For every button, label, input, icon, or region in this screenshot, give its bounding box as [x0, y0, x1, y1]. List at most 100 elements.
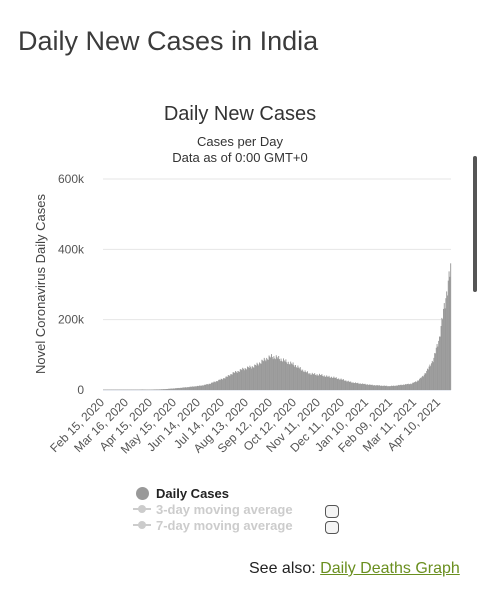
- legend-item-7-day-average[interactable]: 7-day moving average: [132, 517, 293, 533]
- daily-case-bar: [247, 366, 248, 390]
- daily-case-bar: [195, 386, 196, 390]
- daily-case-bar: [272, 359, 274, 390]
- daily-case-bar: [223, 378, 224, 390]
- daily-case-bar: [371, 384, 372, 390]
- legend-item-daily-cases[interactable]: Daily Cases: [132, 485, 293, 501]
- daily-case-bar: [254, 364, 256, 390]
- daily-case-bar: [295, 367, 297, 390]
- y-axis-title: Novel Coronavirus Daily Cases: [33, 194, 48, 374]
- daily-case-bar: [364, 383, 366, 390]
- daily-case-bar: [320, 375, 322, 390]
- daily-case-bar: [393, 385, 395, 390]
- daily-case-bar: [396, 385, 398, 390]
- daily-case-bar: [303, 372, 305, 390]
- daily-case-bar: [367, 384, 369, 390]
- daily-case-bar: [221, 378, 223, 390]
- chart-subtitle-line-1: Cases per Day: [197, 134, 283, 149]
- daily-case-bar: [376, 385, 378, 390]
- daily-case-bar: [187, 387, 189, 390]
- daily-case-bar: [289, 364, 291, 390]
- daily-case-bar: [204, 384, 206, 390]
- daily-case-bar: [345, 380, 347, 390]
- daily-case-bar: [202, 385, 204, 390]
- daily-case-bar: [210, 383, 212, 390]
- daily-case-bar: [311, 372, 313, 390]
- daily-case-bar: [395, 385, 397, 390]
- daily-case-bar: [331, 376, 332, 390]
- daily-case-bar: [424, 373, 426, 390]
- daily-case-bar: [375, 385, 377, 390]
- daily-case-bar: [285, 359, 287, 390]
- daily-case-bar: [365, 384, 367, 390]
- daily-case-bar: [141, 389, 143, 390]
- daily-case-bar: [366, 384, 368, 390]
- daily-case-bar: [282, 361, 284, 390]
- daily-case-bar: [425, 373, 427, 390]
- daily-case-bar: [259, 362, 260, 390]
- daily-case-bar: [329, 377, 331, 390]
- daily-case-bar: [348, 381, 350, 390]
- daily-case-bar: [190, 386, 192, 390]
- daily-case-bar: [211, 382, 213, 390]
- daily-case-bar: [237, 371, 239, 390]
- daily-case-bar: [383, 385, 384, 390]
- daily-case-bar: [219, 380, 221, 390]
- daily-case-bar: [208, 383, 210, 390]
- daily-case-bar: [236, 373, 238, 390]
- daily-case-bar: [168, 388, 170, 390]
- daily-case-bar: [167, 388, 169, 390]
- daily-case-bar: [318, 375, 320, 390]
- daily-case-bar: [308, 374, 310, 390]
- daily-case-bar: [224, 378, 226, 390]
- daily-case-bar: [338, 378, 340, 390]
- 3-day-average-toggle[interactable]: [325, 505, 339, 518]
- daily-case-bar: [280, 358, 282, 390]
- daily-case-bar: [340, 378, 342, 390]
- legend-item-3-day-average[interactable]: 3-day moving average: [132, 501, 293, 517]
- daily-case-bar: [347, 381, 348, 390]
- daily-case-bar: [339, 379, 341, 390]
- daily-case-bar: [247, 367, 249, 390]
- daily-case-bar: [443, 303, 445, 390]
- daily-case-bar: [404, 384, 406, 390]
- daily-case-bar: [306, 372, 308, 390]
- daily-deaths-graph-link[interactable]: Daily Deaths Graph: [320, 560, 460, 577]
- daily-case-bar: [395, 385, 396, 390]
- daily-case-bar: [223, 378, 225, 390]
- daily-case-bar: [191, 386, 193, 390]
- daily-case-bar: [230, 374, 232, 390]
- chart-subtitle-line-2: Data as of 0:00 GMT+0: [172, 150, 307, 165]
- daily-case-bar: [328, 375, 330, 390]
- 7-day-average-toggle[interactable]: [325, 521, 339, 534]
- daily-case-bar: [235, 371, 236, 390]
- daily-case-bar: [414, 382, 416, 390]
- daily-case-bar: [279, 359, 280, 390]
- daily-case-bar: [255, 365, 257, 390]
- daily-case-bar: [225, 376, 227, 390]
- daily-case-bar: [341, 379, 343, 390]
- daily-case-bar: [428, 366, 430, 390]
- daily-case-bar: [244, 368, 246, 390]
- daily-case-bar: [196, 385, 198, 390]
- daily-case-bar: [294, 366, 296, 390]
- daily-case-bar: [256, 362, 258, 390]
- daily-case-bar: [407, 383, 409, 390]
- daily-case-bar: [298, 367, 300, 390]
- daily-case-bar: [297, 365, 299, 390]
- daily-case-bar: [238, 371, 240, 390]
- daily-case-bar: [378, 385, 380, 390]
- daily-case-bar: [421, 376, 423, 390]
- scrollbar[interactable]: [473, 156, 477, 292]
- daily-case-bar: [402, 384, 404, 390]
- daily-case-bar: [311, 374, 312, 390]
- daily-case-bar: [391, 385, 392, 390]
- daily-case-bar: [439, 336, 440, 390]
- daily-case-bar: [423, 376, 424, 390]
- daily-case-bar: [369, 384, 371, 390]
- daily-case-bar: [379, 385, 381, 390]
- bar-series: [103, 263, 452, 390]
- daily-case-bar: [363, 384, 365, 390]
- daily-case-bar: [313, 374, 315, 390]
- page-title: Daily New Cases in India: [18, 26, 319, 56]
- legend-label-daily-cases: Daily Cases: [156, 485, 229, 501]
